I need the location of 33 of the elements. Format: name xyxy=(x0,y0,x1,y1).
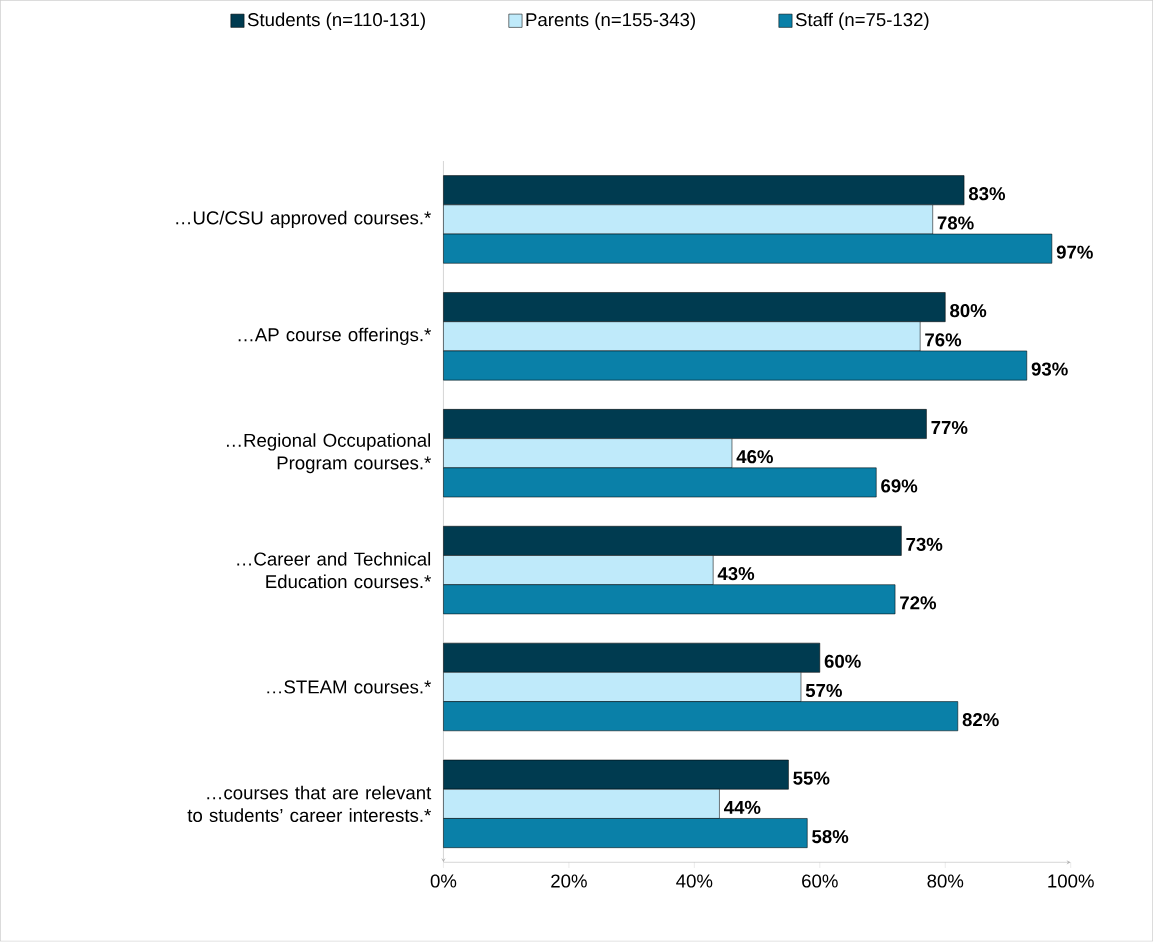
x-tick-label: 20% xyxy=(551,874,587,888)
y-tick-label: …courses that are relevant to students’ career interests.* xyxy=(187,785,432,823)
data-label: 57% xyxy=(805,684,842,698)
data-label: 46% xyxy=(736,450,773,464)
data-label: 69% xyxy=(881,479,918,493)
x-tick-label: 80% xyxy=(927,874,964,888)
x-tick-label: 100% xyxy=(1048,874,1094,888)
legend-label: Parents (n=155-343) xyxy=(526,12,695,31)
data-label: 58% xyxy=(812,830,849,844)
data-label: 72% xyxy=(900,596,937,610)
data-label: 60% xyxy=(824,654,861,669)
data-label: 83% xyxy=(968,187,1006,201)
data-label: 55% xyxy=(793,771,830,785)
data-label: 77% xyxy=(931,421,968,435)
data-label: 44% xyxy=(723,801,761,815)
legend-label: Students (n=110-131) xyxy=(247,12,425,31)
data-label: 43% xyxy=(717,567,755,581)
data-label: 82% xyxy=(962,713,999,727)
y-tick-label: …AP course offerings.* xyxy=(238,327,432,346)
data-label: 93% xyxy=(1031,362,1068,376)
x-tick-label: 0% xyxy=(430,874,457,888)
data-label: 73% xyxy=(906,537,943,552)
y-tick-label: …UC/CSU approved courses.* xyxy=(176,210,431,229)
y-tick-label: …STEAM courses.* xyxy=(267,680,432,694)
data-label: 97% xyxy=(1056,245,1093,259)
data-label: 80% xyxy=(950,304,987,318)
x-tick-label: 60% xyxy=(802,874,838,888)
y-tick-label: …Career and Technical Education courses.* xyxy=(237,552,431,589)
data-label: 78% xyxy=(937,216,974,230)
y-tick-label: …Regional Occupational Program courses.* xyxy=(226,433,432,474)
legend-label: Staff (n=75-132) xyxy=(795,12,929,31)
data-label: 76% xyxy=(925,333,962,347)
x-tick-label: 40% xyxy=(676,874,713,888)
